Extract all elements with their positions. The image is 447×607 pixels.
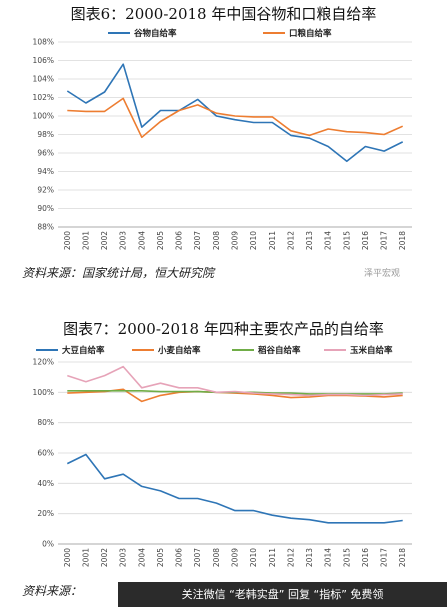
chart2-legend-label: 大豆自给率 bbox=[62, 345, 105, 356]
chart1-x-tick-label: 2013 bbox=[305, 231, 314, 250]
chart1-x-tick-label: 2002 bbox=[100, 231, 109, 250]
chart2-title: 图表7：2000-2018 年四种主要农产品的自给率 bbox=[63, 320, 384, 338]
chart1-plot: 88% 90% 92% 94% 96% 98% 100% 102% 104% 106% 108% 20… bbox=[33, 28, 412, 250]
chart2-y-tick-label: 120% bbox=[33, 358, 54, 367]
chart1-series-line-2 bbox=[67, 97, 404, 139]
chart2-legend-label: 小麦自给率 bbox=[157, 345, 201, 356]
chart2-y-tick-label: 60% bbox=[37, 449, 54, 458]
chart2-x-tick-label: 2010 bbox=[249, 548, 258, 567]
chart2-x-tick-label: 2014 bbox=[324, 548, 333, 567]
chart2-series-line-4 bbox=[67, 365, 403, 397]
chart1-x-tick-label: 2004 bbox=[137, 231, 146, 250]
chart1-y-tick-label: 96% bbox=[37, 149, 54, 158]
chart1-x-tick-label: 2006 bbox=[175, 231, 184, 250]
chart2-x-tick-label: 2011 bbox=[268, 548, 277, 567]
chart2-x-tick-label: 2015 bbox=[342, 548, 351, 567]
chart1-y-tick-label: 90% bbox=[37, 204, 54, 213]
chart2-series-line-1 bbox=[66, 453, 403, 524]
chart1-y-tick-label: 88% bbox=[37, 223, 54, 232]
chart1-x-tick-label: 2007 bbox=[193, 231, 202, 250]
watermark-text: 泽平宏观 bbox=[364, 269, 401, 279]
chart1-y-tick-label: 106% bbox=[33, 56, 54, 65]
chart1-x-tick-label: 2001 bbox=[81, 231, 90, 250]
chart1-y-tick-label: 108% bbox=[33, 38, 54, 47]
chart1-x-tick-label: 2008 bbox=[212, 231, 221, 250]
chart1-x-tick-label: 2016 bbox=[361, 231, 370, 250]
chart1-x-tick-label: 2018 bbox=[398, 231, 407, 250]
chart2-y-tick-label: 100% bbox=[33, 388, 54, 397]
chart2-x-tick-label: 2013 bbox=[305, 548, 314, 567]
chart1-x-tick-label: 2014 bbox=[324, 231, 333, 250]
chart1-x-tick-label: 2012 bbox=[286, 231, 295, 250]
chart1-y-tick-label: 92% bbox=[37, 186, 54, 195]
chart1-x-tick-label: 2005 bbox=[156, 231, 165, 250]
chart1-x-tick-label: 2010 bbox=[249, 231, 258, 250]
chart1-x-tick-label: 2015 bbox=[342, 231, 351, 250]
chart2-x-tick-label: 2009 bbox=[231, 548, 240, 567]
chart1-x-tick-label: 2009 bbox=[231, 231, 240, 250]
chart1-x-tick-label: 2017 bbox=[380, 231, 389, 250]
chart2-x-tick-label: 2008 bbox=[212, 548, 221, 567]
chart1-y-tick-label: 100% bbox=[33, 112, 54, 121]
chart2-x-tick-label: 2003 bbox=[119, 548, 128, 567]
chart2-x-tick-label: 2001 bbox=[81, 548, 90, 567]
chart1-y-tick-label: 104% bbox=[33, 75, 54, 84]
chart2-x-tick-label: 2000 bbox=[63, 548, 72, 567]
chart2-x-tick-label: 2006 bbox=[175, 548, 184, 567]
chart1-y-tick-label: 102% bbox=[33, 93, 54, 102]
chart1-x-tick-label: 2011 bbox=[268, 231, 277, 250]
chart2-y-tick-label: 80% bbox=[37, 418, 54, 427]
chart1-source: 资料来源：国家统计局，恒大研究院 bbox=[22, 266, 215, 280]
chart2-y-tick-label: 0% bbox=[42, 540, 54, 549]
chart1-legend-label: 口粮自给率 bbox=[289, 28, 332, 39]
chart2-x-tick-label: 2004 bbox=[137, 548, 146, 567]
chart1-title: 图表6：2000-2018 年中国谷物和口粮自给率 bbox=[70, 5, 377, 23]
chart1-y-tick-label: 94% bbox=[37, 167, 54, 176]
chart2-x-tick-label: 2002 bbox=[100, 548, 109, 567]
promo-banner: 关注微信 “老韩实盘” 回复 “指标” 免费领 bbox=[118, 582, 447, 607]
chart2-y-tick-label: 20% bbox=[37, 509, 54, 518]
chart2-x-tick-label: 2018 bbox=[398, 548, 407, 567]
chart2-x-tick-label: 2016 bbox=[361, 548, 370, 567]
chart1-x-tick-label: 2000 bbox=[63, 231, 72, 250]
chart1-legend-label: 谷物自给率 bbox=[133, 28, 177, 39]
chart1-x-tick-label: 2003 bbox=[119, 231, 128, 250]
chart2-legend-label: 稻谷自给率 bbox=[258, 345, 301, 356]
chart2-y-tick-label: 40% bbox=[37, 479, 54, 488]
chart2-source: 资料来源： bbox=[22, 584, 83, 598]
chart2-legend-label: 玉米自给率 bbox=[350, 345, 393, 356]
chart2-x-tick-label: 2012 bbox=[286, 548, 295, 567]
chart1-series-line-1 bbox=[66, 63, 404, 163]
chart2-x-tick-label: 2017 bbox=[380, 548, 389, 567]
chart1-y-tick-label: 98% bbox=[37, 130, 54, 139]
chart2-x-tick-label: 2005 bbox=[156, 548, 165, 567]
chart2-x-tick-label: 2007 bbox=[193, 548, 202, 567]
